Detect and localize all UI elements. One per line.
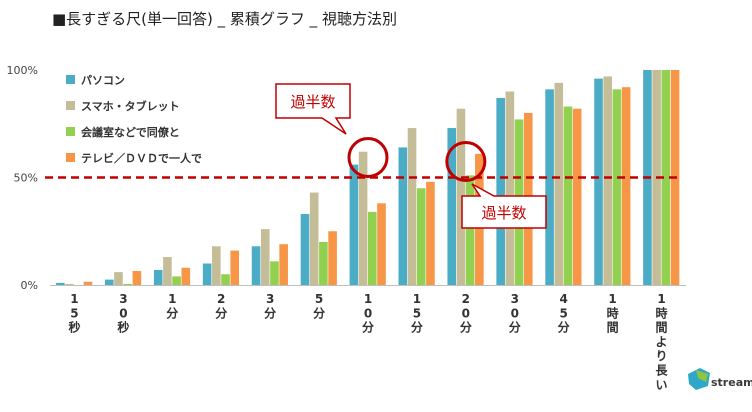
x-tick-label: 1 時間: [607, 292, 619, 335]
bar: [496, 97, 505, 285]
y-axis: 0% 50% 100%: [7, 64, 38, 292]
bar: [153, 269, 163, 285]
bar: [230, 250, 240, 285]
bar: [270, 261, 279, 285]
bar: [368, 211, 377, 285]
bar: [416, 188, 426, 285]
bar: [163, 257, 172, 285]
legend-swatch: [66, 153, 75, 162]
x-tick-label: 1 時間より長い: [656, 292, 669, 392]
bar: [104, 279, 114, 285]
bar: [309, 192, 319, 285]
bar: [398, 147, 408, 285]
y-tick-label: 50%: [14, 172, 38, 185]
bar: [279, 244, 288, 285]
bar: [202, 263, 212, 285]
legend-swatch: [66, 75, 75, 84]
y-tick-label: 100%: [7, 64, 38, 77]
bar: [172, 276, 181, 285]
bar: [621, 87, 631, 285]
highlight-circle: [347, 137, 389, 178]
bar: [447, 128, 457, 285]
bar: [358, 151, 368, 285]
bar: [114, 272, 123, 285]
bar: [545, 89, 554, 285]
bar: [132, 271, 142, 285]
chart-title: ■長すぎる尺(単一回答) _ 累積グラフ _ 視聴方法別: [52, 10, 397, 28]
legend-label: 会議室などで同僚と: [81, 125, 180, 139]
bar: [349, 164, 359, 285]
ustream-logo: stream: [688, 368, 752, 390]
bar: [572, 108, 582, 285]
bar: [260, 229, 270, 285]
legend-label: パソコン: [81, 74, 125, 87]
bar: [456, 108, 466, 285]
bar: [328, 231, 337, 285]
bar: [612, 89, 622, 285]
bar: [377, 203, 386, 285]
bar: [300, 214, 310, 285]
logo-text: stream: [711, 376, 752, 389]
bar: [221, 274, 230, 285]
legend-label: テレビ／ＤＶＤで一人で: [81, 151, 202, 165]
bar: [563, 106, 573, 285]
annotation-text: 過半数: [290, 93, 335, 111]
bar: [554, 82, 564, 286]
annotation-box: [461, 183, 547, 229]
bar: [426, 181, 435, 285]
bar: [181, 267, 191, 285]
highlight-circle: [445, 141, 487, 182]
y-tick-label: 0%: [21, 279, 38, 292]
bar: [65, 283, 74, 285]
annotation-box: [275, 83, 351, 135]
x-axis-labels: 1 5 秒 3 0 秒 1 分 2 分 3 分 5 分 1 0 分 1 5 分 2 0 分 3 0 分 4 5 分 1 時間 1 時間より長い: [68, 292, 668, 392]
bar: [212, 246, 221, 285]
bar: [505, 91, 515, 285]
bars: [56, 70, 680, 286]
bar: [56, 282, 65, 285]
legend-label: スマホ・タブレット: [81, 99, 180, 113]
bar: [465, 175, 475, 285]
legend-swatch: [66, 127, 75, 136]
bar: [661, 70, 671, 285]
bar: [123, 283, 132, 285]
bar: [594, 78, 603, 285]
bar: [603, 76, 613, 285]
annotation-text: 過半数: [481, 204, 526, 222]
legend-swatch: [66, 101, 75, 110]
logo-mark: [696, 370, 708, 382]
bar: [407, 128, 417, 285]
bar: [83, 281, 93, 285]
bar: [251, 246, 261, 285]
bar: [319, 242, 328, 285]
